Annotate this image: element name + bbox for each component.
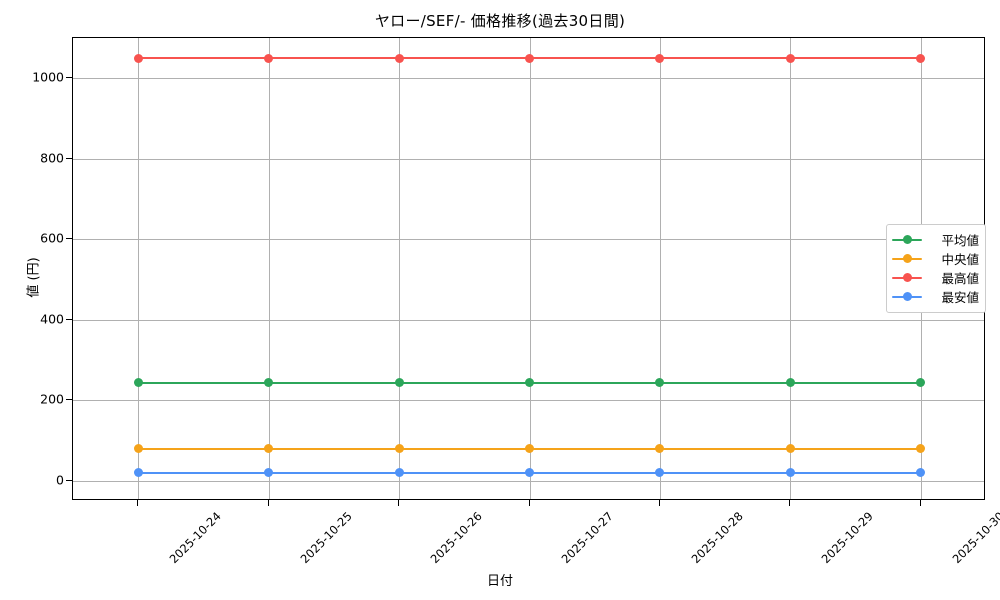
chart-legend: 平均値中央値最高値最安値 [886,224,986,313]
legend-item-label: 最高値 [941,271,979,286]
data-point-marker [916,378,926,388]
legend-item-label: 平均値 [941,233,979,248]
gridline-horizontal [73,158,984,160]
data-point-marker [785,444,795,454]
y-axis-tick-mark [66,318,72,320]
gridline-horizontal [73,480,984,482]
x-axis-tick-mark [528,500,530,506]
data-point-marker [264,444,274,454]
x-axis-tick-mark [137,500,139,506]
data-point-marker [785,53,795,63]
gridline-horizontal [73,239,984,241]
plot-area [72,37,985,500]
y-axis-tick-mark [66,77,72,79]
gridline-horizontal [73,319,984,321]
y-axis-tick-mark [66,238,72,240]
gridline-vertical [790,38,792,499]
x-axis-tick-label: 2025-10-28 [688,509,746,567]
data-point-marker [916,444,926,454]
legend-swatch-icon [892,234,922,245]
data-point-marker [394,444,404,454]
x-axis-tick-mark [789,500,791,506]
legend-swatch-icon [892,253,922,264]
x-axis-tick-mark [658,500,660,506]
x-axis-tick-label: 2025-10-26 [427,509,485,567]
gridline-horizontal [73,400,984,402]
y-axis-tick-mark [66,157,72,159]
gridline-vertical [399,38,401,499]
x-axis-tick-mark [919,500,921,506]
legend-item-1[interactable]: 中央値 [892,249,979,268]
y-axis-tick-label: 800 [40,150,64,166]
x-axis-tick-mark [398,500,400,506]
data-point-marker [133,53,143,63]
data-point-marker [655,444,665,454]
data-point-marker [264,378,274,388]
x-axis-tick-label: 2025-10-30 [949,509,1000,567]
data-point-marker [394,53,404,63]
legend-swatch-icon [892,272,922,283]
x-axis-tick-label: 2025-10-24 [166,509,224,567]
x-axis-tick-label: 2025-10-25 [297,509,355,567]
gridline-vertical [268,38,270,499]
data-point-marker [916,468,926,478]
series-layer [73,38,984,499]
data-point-marker [525,444,534,454]
data-point-marker [264,468,274,478]
y-axis-tick-mark [66,479,72,481]
data-point-marker [655,468,665,478]
data-point-marker [525,378,534,388]
data-point-marker [785,378,795,388]
legend-item-3[interactable]: 最安値 [892,287,979,306]
data-point-marker [525,53,534,63]
y-axis-tick-label: 0 [56,472,64,488]
x-axis-label: 日付 [486,574,513,589]
x-axis-tick-label: 2025-10-29 [818,509,877,567]
data-point-marker [133,444,143,454]
legend-item-2[interactable]: 最高値 [892,268,979,287]
y-axis-tick-label: 1000 [32,69,64,85]
data-point-marker [394,468,404,478]
data-point-marker [525,468,534,478]
y-axis-tick-mark [66,399,72,401]
y-axis-tick-label: 600 [40,230,64,246]
x-axis-tick-label: 2025-10-27 [558,509,616,567]
data-point-marker [264,53,274,63]
legend-swatch-icon [892,291,922,302]
y-axis-tick-label: 400 [40,311,64,327]
data-point-marker [133,378,143,388]
gridline-vertical [659,38,661,499]
data-point-marker [655,53,665,63]
data-point-marker [785,468,795,478]
x-axis-tick-mark [267,500,269,506]
y-axis-tick-label: 200 [40,391,64,407]
data-point-marker [655,378,665,388]
gridline-horizontal [73,78,984,80]
chart-title: ヤロー/SEF/- 価格推移(過去30日間) [374,12,626,30]
data-point-marker [394,378,404,388]
legend-item-label: 中央値 [941,252,979,267]
data-point-marker [916,53,926,63]
legend-item-label: 最安値 [941,290,979,305]
gridline-vertical [529,38,531,499]
data-point-marker [133,468,143,478]
gridline-vertical [138,38,140,499]
legend-item-0[interactable]: 平均値 [892,230,979,249]
